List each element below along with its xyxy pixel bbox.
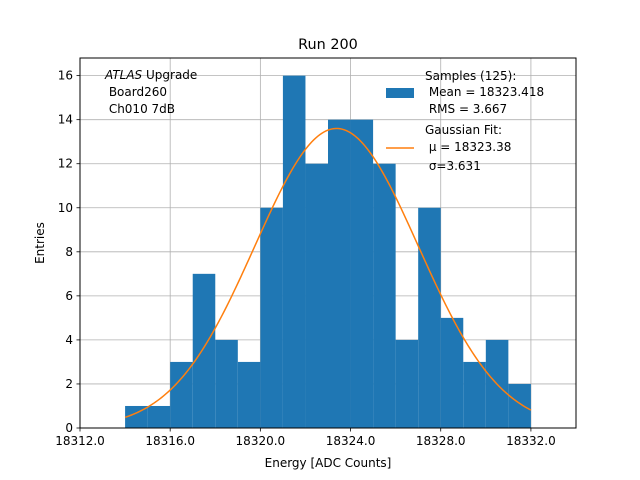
histogram-bar <box>328 119 351 429</box>
legend-hist-line-3: RMS = 3.667 <box>425 102 507 116</box>
x-axis-label: Energy [ADC Counts] <box>265 456 392 470</box>
x-tick-label: 18316.0 <box>145 434 195 448</box>
y-tick-label: 8 <box>65 245 73 259</box>
y-tick-label: 12 <box>58 157 73 171</box>
histogram-bar <box>147 405 171 428</box>
histogram-bar <box>395 339 419 428</box>
y-tick-label: 2 <box>65 377 73 391</box>
chart-title: Run 200 <box>298 37 358 53</box>
x-tick-label: 18312.0 <box>55 434 105 448</box>
y-tick-label: 0 <box>65 421 73 435</box>
histogram-bar <box>305 163 328 428</box>
histogram-bar <box>192 273 216 428</box>
histogram-bar <box>215 339 238 428</box>
histogram-bar <box>463 361 486 428</box>
legend-fit-line-1: Gaussian Fit: <box>425 123 502 137</box>
histogram-bar <box>170 361 193 428</box>
plot-frame <box>79 57 577 429</box>
annotation: ATLAS Upgrade Board260 Ch010 7dB <box>104 68 197 116</box>
histogram-bar <box>508 383 531 428</box>
y-tick-label: 6 <box>65 289 73 303</box>
axis-ticks: 18312.0 18316.0 18320.0 18324.0 18328.0 18332… <box>55 69 556 448</box>
annotation-upgrade: Upgrade <box>142 68 197 82</box>
histogram-bar <box>282 75 306 428</box>
legend-fit-line-3: σ=3.631 <box>425 159 481 173</box>
x-tick-label: 18320.0 <box>236 434 286 448</box>
annotation-channel: Ch010 7dB <box>105 102 175 116</box>
histogram-bar <box>125 405 148 428</box>
annotation-board: Board260 <box>105 85 167 99</box>
x-tick-label: 18324.0 <box>326 434 376 448</box>
legend-hist-swatch <box>386 88 414 98</box>
x-tick-label: 18328.0 <box>416 434 466 448</box>
histogram-bar <box>373 163 396 428</box>
legend-fit-line-2: μ = 18323.38 <box>425 140 511 154</box>
x-tick-label: 18332.0 <box>506 434 556 448</box>
annotation-atlas: ATLAS <box>104 68 143 82</box>
gaussian-fit <box>124 127 532 419</box>
y-axis-label: Entries <box>33 222 47 264</box>
legend-hist-line-2: Mean = 18323.418 <box>425 85 544 99</box>
y-tick-label: 10 <box>58 201 73 215</box>
histogram-bar <box>237 361 261 428</box>
fit-curve <box>124 127 532 419</box>
y-tick-label: 4 <box>65 333 73 347</box>
histogram-bar <box>350 119 374 429</box>
histogram-bar <box>440 317 464 428</box>
legend-hist-line-1: Samples (125): <box>425 69 516 83</box>
histogram-bar <box>260 207 283 428</box>
legend: Samples (125): Mean = 18323.418 RMS = 3.… <box>386 69 544 173</box>
annotation-line-1: ATLAS Upgrade <box>104 68 197 82</box>
histogram-bar <box>418 207 441 428</box>
y-tick-label: 14 <box>58 113 73 127</box>
y-tick-label: 16 <box>58 69 73 83</box>
